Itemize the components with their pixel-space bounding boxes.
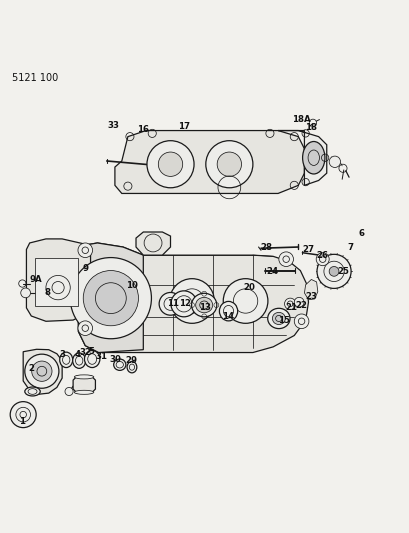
Circle shape bbox=[217, 152, 241, 176]
Text: 29: 29 bbox=[125, 356, 137, 365]
Circle shape bbox=[328, 266, 338, 276]
Ellipse shape bbox=[113, 359, 126, 370]
Text: 17: 17 bbox=[178, 122, 189, 131]
Text: 23: 23 bbox=[305, 293, 317, 302]
Text: 2: 2 bbox=[28, 364, 34, 373]
Text: 31: 31 bbox=[95, 352, 107, 361]
Polygon shape bbox=[23, 349, 62, 394]
Text: 21: 21 bbox=[284, 303, 296, 312]
Ellipse shape bbox=[195, 297, 212, 313]
Text: 3: 3 bbox=[59, 351, 65, 359]
Circle shape bbox=[83, 271, 138, 326]
Ellipse shape bbox=[72, 353, 85, 368]
Text: 32: 32 bbox=[79, 348, 91, 357]
Text: 12: 12 bbox=[179, 300, 191, 308]
Text: 26: 26 bbox=[315, 251, 327, 260]
Circle shape bbox=[21, 288, 30, 298]
Text: 30: 30 bbox=[110, 354, 121, 364]
Circle shape bbox=[31, 361, 52, 381]
Text: 11: 11 bbox=[166, 300, 178, 308]
Circle shape bbox=[328, 156, 340, 167]
Polygon shape bbox=[115, 131, 304, 193]
Text: 5: 5 bbox=[88, 347, 94, 356]
Ellipse shape bbox=[74, 375, 94, 379]
Text: 20: 20 bbox=[242, 283, 254, 292]
Ellipse shape bbox=[272, 312, 285, 325]
Text: 27: 27 bbox=[302, 245, 314, 254]
Text: 13: 13 bbox=[198, 303, 211, 312]
Ellipse shape bbox=[302, 141, 324, 174]
Text: 33: 33 bbox=[108, 121, 119, 130]
Text: 22: 22 bbox=[295, 301, 307, 310]
Circle shape bbox=[146, 141, 193, 188]
Text: 9: 9 bbox=[82, 264, 88, 273]
Ellipse shape bbox=[267, 308, 289, 328]
Circle shape bbox=[171, 291, 196, 317]
Circle shape bbox=[70, 257, 151, 339]
Text: 10: 10 bbox=[126, 281, 137, 290]
Polygon shape bbox=[73, 376, 95, 393]
Ellipse shape bbox=[127, 361, 137, 373]
Ellipse shape bbox=[74, 390, 94, 394]
Circle shape bbox=[294, 314, 308, 328]
Ellipse shape bbox=[60, 352, 72, 368]
Circle shape bbox=[158, 152, 182, 176]
Polygon shape bbox=[78, 243, 143, 352]
Ellipse shape bbox=[219, 301, 237, 321]
Text: 24: 24 bbox=[265, 267, 277, 276]
Circle shape bbox=[284, 298, 295, 310]
Circle shape bbox=[205, 141, 252, 188]
Circle shape bbox=[10, 402, 36, 427]
Circle shape bbox=[78, 243, 92, 257]
Text: 15: 15 bbox=[278, 316, 289, 325]
Text: 18: 18 bbox=[305, 123, 317, 132]
Circle shape bbox=[294, 297, 303, 307]
Text: 16: 16 bbox=[137, 125, 149, 134]
Polygon shape bbox=[136, 232, 170, 255]
Circle shape bbox=[316, 254, 350, 288]
Text: 6: 6 bbox=[357, 229, 363, 238]
Circle shape bbox=[169, 279, 214, 324]
Ellipse shape bbox=[25, 387, 40, 396]
Polygon shape bbox=[277, 131, 326, 185]
Text: 18A: 18A bbox=[292, 115, 310, 124]
Circle shape bbox=[278, 252, 293, 266]
Circle shape bbox=[315, 253, 328, 265]
Text: 9A: 9A bbox=[29, 275, 42, 284]
Ellipse shape bbox=[84, 351, 100, 368]
Bar bbox=[35, 259, 78, 306]
Polygon shape bbox=[26, 239, 90, 321]
Text: 5121 100: 5121 100 bbox=[12, 72, 58, 83]
Text: 4: 4 bbox=[74, 351, 80, 359]
Polygon shape bbox=[304, 279, 317, 300]
Text: 28: 28 bbox=[260, 243, 272, 252]
Text: 7: 7 bbox=[346, 243, 353, 252]
Circle shape bbox=[65, 387, 73, 395]
Text: 1: 1 bbox=[19, 417, 25, 426]
Text: 14: 14 bbox=[222, 311, 234, 320]
Polygon shape bbox=[78, 243, 308, 352]
Text: 25: 25 bbox=[336, 267, 348, 276]
Circle shape bbox=[159, 293, 182, 315]
Circle shape bbox=[223, 279, 267, 324]
Text: 8: 8 bbox=[45, 288, 50, 297]
Circle shape bbox=[78, 321, 92, 335]
Ellipse shape bbox=[191, 293, 216, 317]
Circle shape bbox=[25, 354, 59, 388]
